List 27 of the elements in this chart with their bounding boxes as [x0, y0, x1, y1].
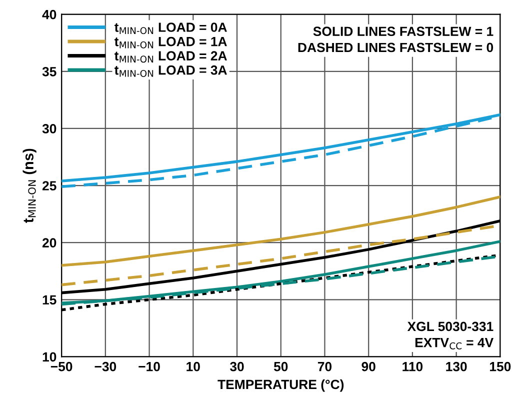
- x-tick-label: −30: [94, 362, 116, 372]
- y-tick-label: 20: [42, 238, 56, 248]
- x-tick-label: 90: [362, 362, 376, 372]
- x-tick-label: −10: [138, 362, 160, 372]
- y-tick-label: 40: [42, 10, 56, 20]
- x-axis-title: TEMPERATURE (°C): [218, 379, 344, 392]
- annotation: SOLID LINES FASTSLEW = 1 DASHED LINES FASTSLEW = 0: [298, 26, 494, 52]
- x-tick-label: 150: [490, 362, 511, 372]
- x-tick-label: 30: [230, 362, 244, 372]
- annotation: XGL 5030-331 EXTV$_{CC}$ = 4V: [407, 322, 494, 350]
- legend-label: t$_{MIN-ON}$ LOAD = 1A: [114, 36, 227, 48]
- y-tick-label: 35: [42, 66, 56, 76]
- x-tick-label: 70: [318, 362, 332, 372]
- y-tick-label: 15: [42, 295, 56, 305]
- legend-label: t$_{MIN-ON}$ LOAD = 0A: [114, 22, 227, 34]
- x-tick-label: −50: [50, 362, 72, 372]
- legend-label: t$_{MIN-ON}$ LOAD = 3A: [114, 65, 227, 77]
- x-tick-label: 130: [446, 362, 467, 372]
- x-tick-label: 10: [186, 362, 200, 372]
- x-tick-label: 110: [402, 362, 423, 372]
- y-tick-label: 30: [42, 124, 56, 134]
- y-axis-title: t$_{MIN-ON}$ (ns): [22, 148, 36, 223]
- line-series: [62, 196, 500, 267]
- legend-label: t$_{MIN-ON}$ LOAD = 2A: [114, 51, 227, 63]
- y-tick-label: 25: [42, 181, 56, 190]
- x-tick-label: 50: [274, 362, 288, 372]
- y-tick-label: 10: [42, 352, 56, 362]
